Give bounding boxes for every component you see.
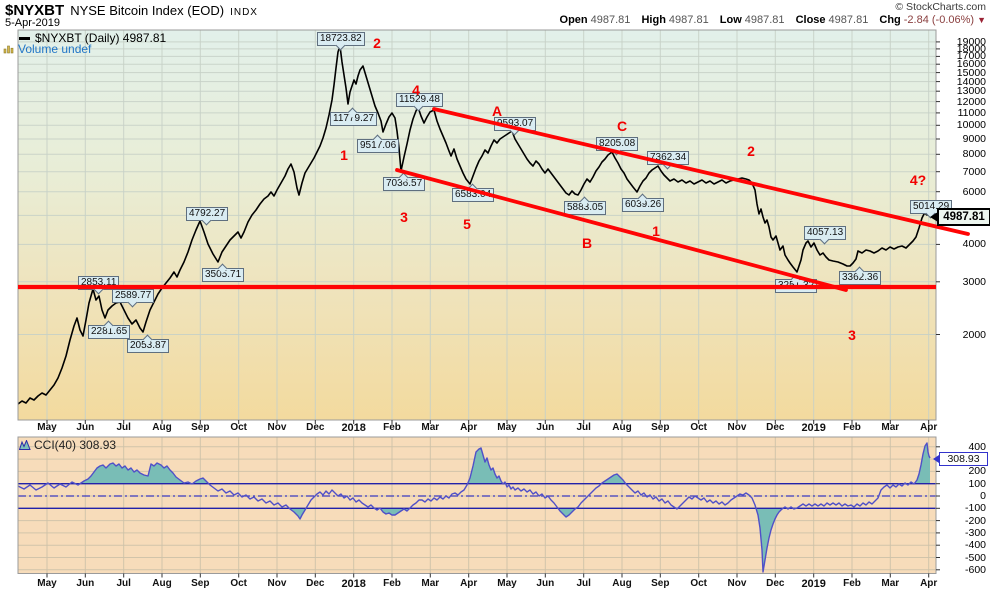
volume-bars-icon [3,45,14,54]
cci-plot-border [17,436,937,574]
low-value: 4987.81 [744,14,785,26]
main-plot-bg [18,30,936,420]
instrument-name: NYSE Bitcoin Index (EOD) [70,3,225,18]
volume-legend-text: Volume undef [18,42,92,56]
chart-date: 5-Apr-2019 [5,17,61,29]
volume-legend: Volume undef [3,42,91,56]
down-triangle-icon: ▼ [977,15,986,25]
price-legend-text: $NYXBT (Daily) 4987.81 [35,31,167,45]
open-value: 4987.81 [590,14,631,26]
low-label: Low [719,14,742,26]
ohlc-readout: Open 4987.81 High 4987.81 Low 4987.81 Close… [560,14,986,26]
chart-header: $NYXBT NYSE Bitcoin Index (EOD) INDX [5,2,258,20]
last-price-tag: 4987.81 [930,208,990,226]
close-value: 4987.81 [828,14,869,26]
price-legend: $NYXBT (Daily) 4987.81 [19,31,166,45]
cci-tag-notch-icon [933,455,939,463]
cci-current-value: 308.93 [947,453,980,465]
cci-legend: CCI(40) 308.93 [18,438,117,452]
cci-value-tag: 308.93 [933,452,988,466]
cci-legend-text: CCI(40) 308.93 [34,438,117,452]
chg-value: -2.84 (-0.06%) [903,14,975,26]
cci-line [17,442,931,573]
chg-label: Chg [879,14,901,26]
high-value: 4987.81 [668,14,709,26]
last-price-value: 4987.81 [943,211,985,223]
exchange-code: INDX [230,7,258,18]
price-tag-notch-icon [930,212,938,222]
copyright-text: © StockCharts.com [895,1,986,13]
close-label: Close [795,14,826,26]
high-label: High [641,14,666,26]
ticker-symbol: $NYXBT [5,2,65,19]
cci-area-icon [18,439,31,450]
open-label: Open [559,14,588,26]
line-swatch-icon [19,37,30,40]
